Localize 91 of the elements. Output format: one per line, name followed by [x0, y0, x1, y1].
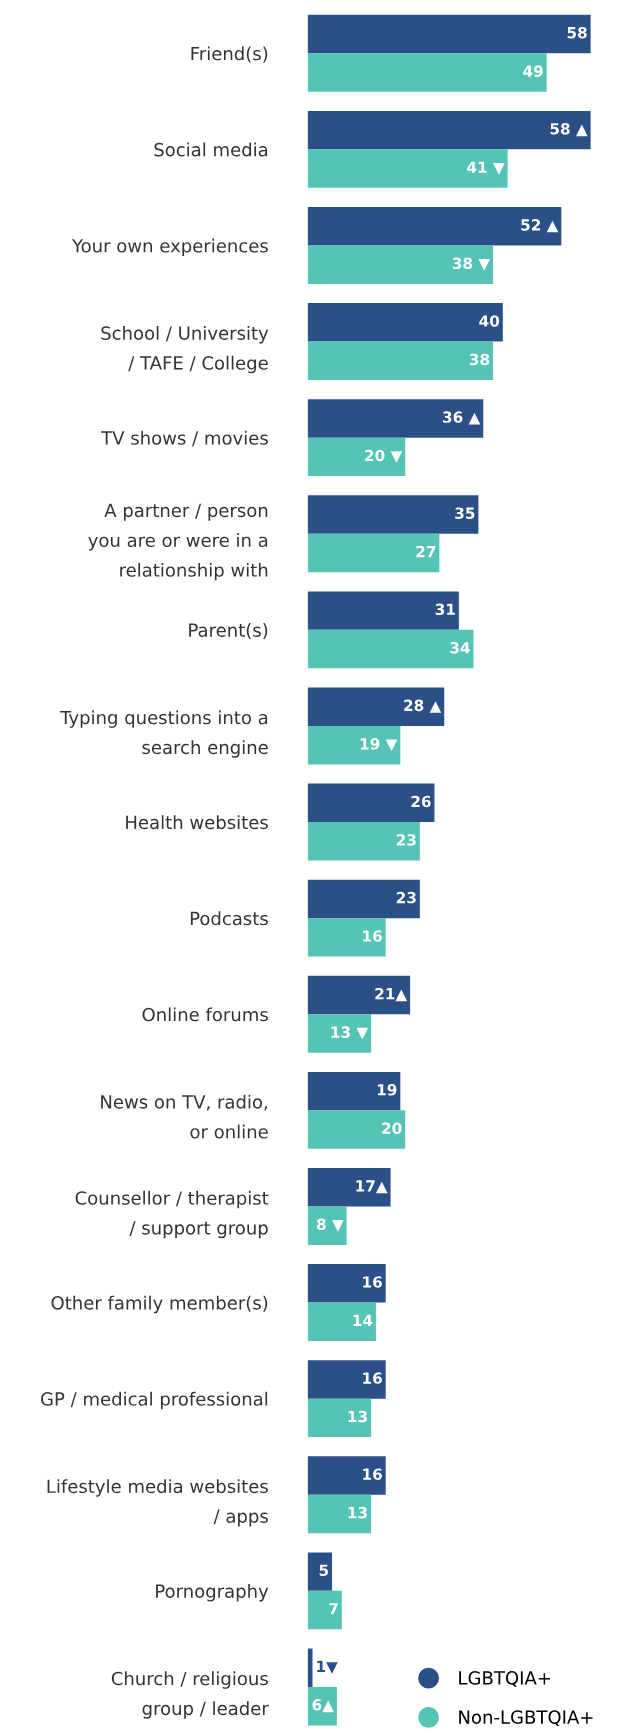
- data-label: 7: [329, 1603, 338, 1615]
- bar: [307, 1360, 386, 1399]
- bar: [307, 533, 440, 573]
- bar: [307, 399, 484, 438]
- y-tick-label: Parent(s): [189, 623, 268, 640]
- bar: [307, 879, 420, 919]
- bar: [307, 822, 420, 861]
- bar: [307, 783, 435, 823]
- data-label: 26: [411, 795, 431, 808]
- bar: [307, 1398, 372, 1438]
- bar: [307, 1552, 333, 1591]
- data-label: 34: [450, 641, 470, 654]
- y-tick-label: Social media: [154, 142, 268, 157]
- data-label: 16: [363, 1276, 382, 1288]
- bar: [307, 1206, 347, 1245]
- y-tick-label: Church / religious group / leader: [111, 1671, 269, 1719]
- bar: [307, 918, 386, 957]
- bar: [307, 1648, 313, 1687]
- bar: [307, 303, 503, 342]
- y-tick-label: Podcasts: [190, 911, 268, 926]
- y-tick-label: A partner / person you are or were in a relationship with: [88, 503, 268, 581]
- bar: [307, 975, 411, 1015]
- bar: [307, 437, 406, 477]
- data-label: 49: [523, 65, 543, 77]
- y-tick-label: Your own experiences: [71, 238, 268, 257]
- data-label: 14: [353, 1314, 373, 1326]
- bar: [307, 1014, 372, 1053]
- data-label: 16: [363, 1468, 382, 1480]
- data-label: 58: [567, 26, 587, 39]
- data-label: 31: [435, 603, 455, 616]
- y-tick-label: News on TV, radio, or online: [101, 1094, 268, 1139]
- legend-label: Non-LGBTQIA+: [459, 1710, 593, 1726]
- bar: [307, 1110, 406, 1149]
- bar: [307, 725, 401, 765]
- data-label: 17▲: [356, 1180, 388, 1194]
- data-label: 5: [319, 1564, 329, 1577]
- data-label: 21▲: [375, 987, 408, 1002]
- y-tick-label: Pornography: [156, 1583, 269, 1602]
- data-label: 16: [363, 1372, 382, 1384]
- data-label: 28 ▲: [404, 699, 442, 713]
- y-tick-label: Lifestyle media websites / apps: [47, 1479, 268, 1527]
- y-tick-label: Online forums: [142, 1007, 268, 1022]
- data-label: 38 ▼: [452, 257, 491, 271]
- y-tick-label: Typing questions into a search engine: [60, 710, 268, 758]
- bar: [307, 1590, 342, 1630]
- data-label: 19 ▼: [360, 738, 398, 752]
- y-tick-label: Other family member(s): [51, 1295, 268, 1314]
- data-label: 23: [396, 834, 416, 846]
- y-tick-label: Counsellor / therapist / support group: [75, 1190, 269, 1239]
- bar: [307, 110, 591, 150]
- bar: [307, 245, 494, 284]
- bar: [307, 1456, 386, 1495]
- y-tick-label: Friend(s): [191, 46, 268, 63]
- y-tick-label: GP / medical professional: [41, 1391, 268, 1410]
- data-label: 19: [377, 1084, 397, 1096]
- data-label: 20: [382, 1122, 402, 1134]
- bar: [307, 53, 547, 92]
- data-label: 13: [348, 1410, 367, 1423]
- bar: [307, 207, 562, 246]
- data-label: 35: [455, 507, 475, 519]
- data-label: 27: [416, 545, 436, 558]
- bar: [307, 1494, 372, 1534]
- bar: [307, 149, 508, 188]
- data-label: 36 ▲: [443, 411, 481, 425]
- data-label: 16: [363, 930, 382, 942]
- data-label: 13 ▼: [331, 1026, 369, 1040]
- data-label: 40: [479, 315, 500, 327]
- y-tick-label: TV shows / movies: [101, 430, 268, 447]
- data-label: 13: [348, 1506, 367, 1519]
- data-label: 1▼: [317, 1660, 338, 1674]
- y-tick-label: School / University / TAFE / College: [101, 325, 269, 374]
- bar: [307, 687, 445, 726]
- bar: [307, 341, 494, 380]
- data-label: 8 ▼: [316, 1218, 344, 1232]
- bar: [307, 495, 479, 534]
- bar: [307, 591, 459, 630]
- data-label: 41 ▼: [467, 161, 505, 175]
- bar: [307, 1071, 401, 1111]
- bar: [307, 1168, 391, 1207]
- bar: [307, 629, 474, 669]
- bar: [307, 1264, 386, 1303]
- bar: [307, 14, 591, 54]
- data-label: 58 ▲: [550, 123, 588, 137]
- data-label: 6▲: [312, 1699, 334, 1713]
- bar: [307, 1302, 376, 1341]
- y-tick-label: Health websites: [126, 815, 268, 830]
- legend-label: LGBTQIA+: [459, 1671, 551, 1687]
- data-label: 20 ▼: [365, 449, 403, 463]
- data-label: 38: [469, 353, 490, 366]
- data-label: 23: [396, 891, 416, 904]
- data-label: 52 ▲: [521, 219, 559, 233]
